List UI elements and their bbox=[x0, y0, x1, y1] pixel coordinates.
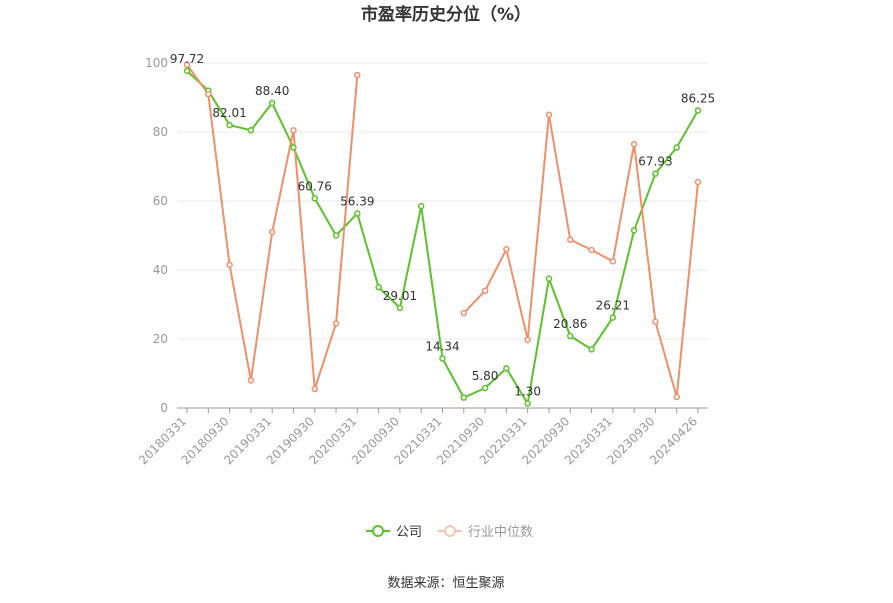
data-point[interactable] bbox=[311, 195, 318, 202]
data-point[interactable] bbox=[503, 365, 510, 372]
data-point[interactable] bbox=[524, 400, 531, 407]
data-point[interactable] bbox=[652, 318, 659, 325]
data-point[interactable] bbox=[588, 346, 595, 353]
y-tick-label: 20 bbox=[153, 332, 168, 346]
legend-label-industry: 行业中位数 bbox=[468, 525, 533, 540]
data-label: 26.21 bbox=[596, 299, 630, 313]
data-point[interactable] bbox=[247, 377, 255, 384]
data-point[interactable] bbox=[524, 336, 531, 343]
y-tick-label: 40 bbox=[153, 263, 168, 277]
data-labels: 97.72 82.01 88.40 60.76 56.39 29.01 14.34 5.80 1… bbox=[170, 52, 715, 399]
data-point[interactable] bbox=[652, 170, 659, 177]
y-tick-label: 0 bbox=[160, 401, 168, 415]
chart-title: 市盈率历史分位（%） bbox=[361, 4, 531, 25]
data-label: 14.34 bbox=[425, 340, 459, 354]
data-label: 86.25 bbox=[681, 91, 715, 105]
data-point[interactable] bbox=[268, 228, 276, 236]
legend[interactable]: 公司 行业中位数 bbox=[366, 525, 533, 540]
x-axis: 2018033120180930201903312019093020200331… bbox=[136, 407, 708, 467]
data-point[interactable] bbox=[332, 320, 340, 327]
data-point[interactable] bbox=[290, 127, 297, 134]
series-line-1 bbox=[463, 113, 699, 398]
data-point[interactable] bbox=[481, 384, 489, 392]
data-label: 97.72 bbox=[170, 52, 204, 66]
data-point[interactable] bbox=[673, 144, 680, 151]
grid-lines bbox=[177, 62, 708, 340]
data-point[interactable] bbox=[609, 258, 617, 265]
data-point[interactable] bbox=[375, 284, 382, 291]
y-axis: 0 20 40 60 80 100 bbox=[145, 56, 168, 415]
data-label: 5.80 bbox=[472, 369, 499, 383]
data-point[interactable] bbox=[332, 232, 340, 239]
data-point[interactable] bbox=[205, 90, 212, 98]
data-point[interactable] bbox=[673, 393, 680, 401]
data-point[interactable] bbox=[694, 178, 702, 186]
data-point[interactable] bbox=[311, 385, 318, 393]
data-point[interactable] bbox=[354, 71, 361, 79]
data-point[interactable] bbox=[460, 394, 468, 401]
data-point[interactable] bbox=[545, 111, 553, 118]
data-point[interactable] bbox=[226, 261, 233, 269]
data-point[interactable] bbox=[417, 202, 425, 210]
legend-marker-industry bbox=[444, 525, 456, 537]
legend-item-industry-median[interactable]: 行业中位数 bbox=[438, 525, 533, 540]
series-points bbox=[183, 61, 702, 407]
data-point[interactable] bbox=[481, 287, 489, 294]
legend-item-company[interactable]: 公司 bbox=[366, 525, 422, 540]
data-point[interactable] bbox=[268, 99, 276, 107]
data-point[interactable] bbox=[567, 236, 574, 243]
data-source: 数据来源：恒生聚源 bbox=[387, 576, 504, 591]
data-label: 56.39 bbox=[340, 194, 374, 208]
data-point[interactable] bbox=[609, 314, 617, 321]
data-point[interactable] bbox=[545, 275, 553, 282]
data-label: 29.01 bbox=[383, 289, 417, 303]
data-point[interactable] bbox=[183, 61, 191, 68]
data-point[interactable] bbox=[439, 355, 446, 362]
data-label: 88.40 bbox=[255, 84, 289, 98]
data-point[interactable] bbox=[183, 67, 191, 75]
data-point[interactable] bbox=[503, 246, 510, 253]
series-line-0 bbox=[186, 70, 699, 405]
data-point[interactable] bbox=[226, 121, 233, 129]
legend-marker-company bbox=[372, 525, 384, 537]
data-point[interactable] bbox=[630, 227, 638, 234]
y-tick-label: 80 bbox=[153, 125, 168, 139]
data-point[interactable] bbox=[630, 140, 638, 148]
data-label: 1.30 bbox=[514, 385, 541, 399]
data-point[interactable] bbox=[290, 144, 297, 151]
data-label: 20.86 bbox=[553, 317, 587, 331]
data-point[interactable] bbox=[694, 107, 702, 114]
data-label: 60.76 bbox=[298, 179, 332, 193]
legend-label-company: 公司 bbox=[396, 525, 422, 540]
data-label: 82.01 bbox=[212, 106, 246, 120]
data-point[interactable] bbox=[460, 309, 468, 317]
y-tick-label: 60 bbox=[153, 194, 168, 208]
data-point[interactable] bbox=[396, 304, 404, 312]
data-point[interactable] bbox=[354, 210, 361, 217]
data-point[interactable] bbox=[247, 127, 255, 134]
y-tick-label: 100 bbox=[145, 56, 168, 70]
data-point[interactable] bbox=[567, 332, 574, 340]
data-point[interactable] bbox=[588, 246, 595, 254]
data-label: 67.93 bbox=[638, 155, 672, 169]
